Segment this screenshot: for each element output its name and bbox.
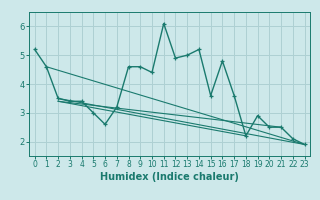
X-axis label: Humidex (Indice chaleur): Humidex (Indice chaleur) bbox=[100, 172, 239, 182]
